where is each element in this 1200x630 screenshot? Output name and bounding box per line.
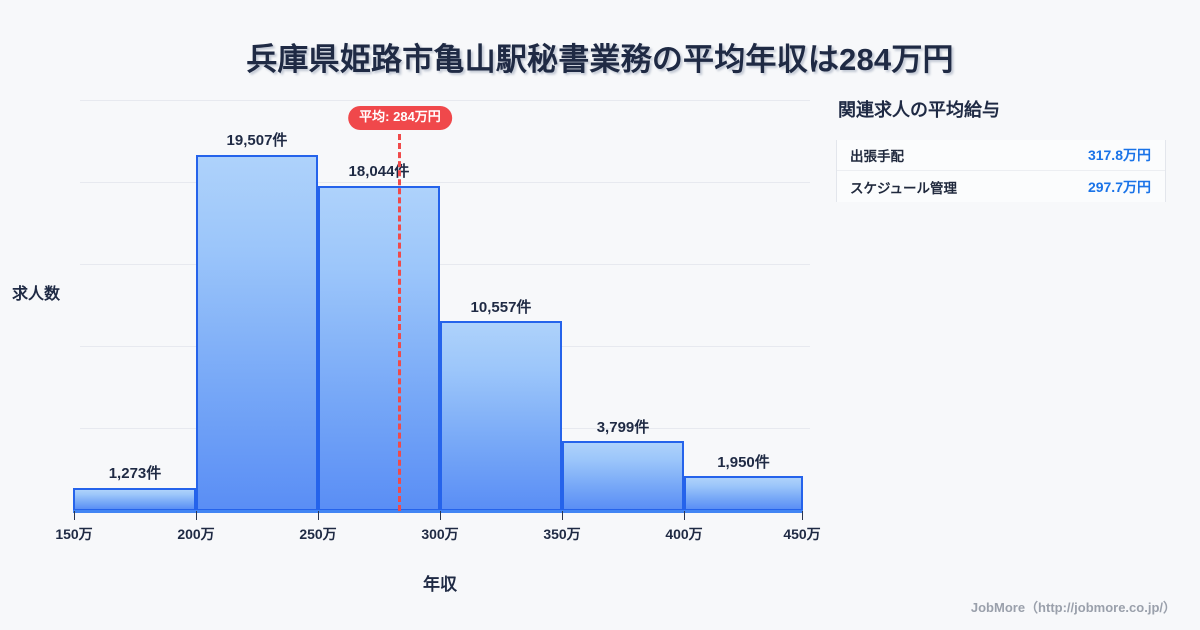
bar-value-label: 10,557件: [470, 299, 532, 316]
bars-layer: 1,273件 19,507件 18,044件 10,557件 3,799件 1,…: [73, 132, 803, 511]
bar-value-label: 3,799件: [596, 419, 650, 436]
y-axis-title: 求人数: [12, 286, 61, 303]
x-tick-label: 300万: [421, 526, 459, 542]
x-axis-title: 年収: [423, 575, 457, 594]
page-title: 兵庫県姫路市亀山駅秘書業務の平均年収は284万円: [246, 42, 954, 77]
x-tick-mark: [74, 511, 75, 520]
related-salary-title: 関連求人の平均給与: [838, 100, 1000, 120]
bar-bin-5[interactable]: [684, 476, 803, 511]
bar-bin-2[interactable]: [318, 186, 440, 511]
gridline: [80, 182, 810, 183]
x-tick-label: 150万: [55, 526, 93, 542]
x-tick-mark: [440, 511, 441, 520]
salary-role-label: 出張手配: [850, 149, 904, 164]
footer-credit: JobMore（http://jobmore.co.jp/）: [970, 600, 1176, 615]
bar-bin-0[interactable]: [73, 488, 196, 511]
related-salary-panel: 関連求人の平均給与 出張手配 317.8万円 スケジュール管理 297.7万円: [836, 96, 1166, 202]
salary-value: 297.7万円: [1087, 178, 1151, 195]
bar-value-label: 19,507件: [226, 132, 288, 149]
x-tick-label: 350万: [543, 526, 581, 542]
table-row[interactable]: 出張手配 317.8万円: [837, 140, 1165, 171]
gridline: [80, 100, 810, 101]
average-badge: 平均: 284万円: [348, 106, 452, 130]
bar-bin-1[interactable]: [196, 155, 318, 511]
related-salary-table: 出張手配 317.8万円 スケジュール管理 297.7万円: [836, 140, 1166, 202]
average-line: [398, 134, 401, 511]
x-tick-label: 400万: [665, 526, 703, 542]
gridline: [80, 264, 810, 265]
x-tick-mark: [562, 511, 563, 520]
bar-value-label: 1,273件: [108, 465, 162, 482]
salary-value: 317.8万円: [1087, 147, 1151, 163]
bar-bin-3[interactable]: [440, 321, 562, 511]
x-axis-line: [73, 510, 803, 513]
x-tick-mark: [802, 511, 803, 520]
bar-value-label: 18,044件: [348, 163, 410, 180]
x-tick-label: 450万: [783, 526, 821, 542]
x-tick-mark: [318, 511, 319, 520]
bar-value-label: 1,950件: [717, 454, 770, 471]
histogram-plot: 1,273件 19,507件 18,044件 10,557件 3,799件 1,…: [12, 100, 821, 594]
x-tick-label: 250万: [299, 526, 337, 542]
salary-role-label: スケジュール管理: [850, 180, 958, 196]
x-tick-mark: [684, 511, 685, 520]
x-tick-mark: [196, 511, 197, 520]
table-row[interactable]: スケジュール管理 297.7万円: [837, 171, 1165, 202]
bar-bin-4[interactable]: [562, 441, 684, 511]
x-tick-label: 200万: [177, 526, 215, 542]
